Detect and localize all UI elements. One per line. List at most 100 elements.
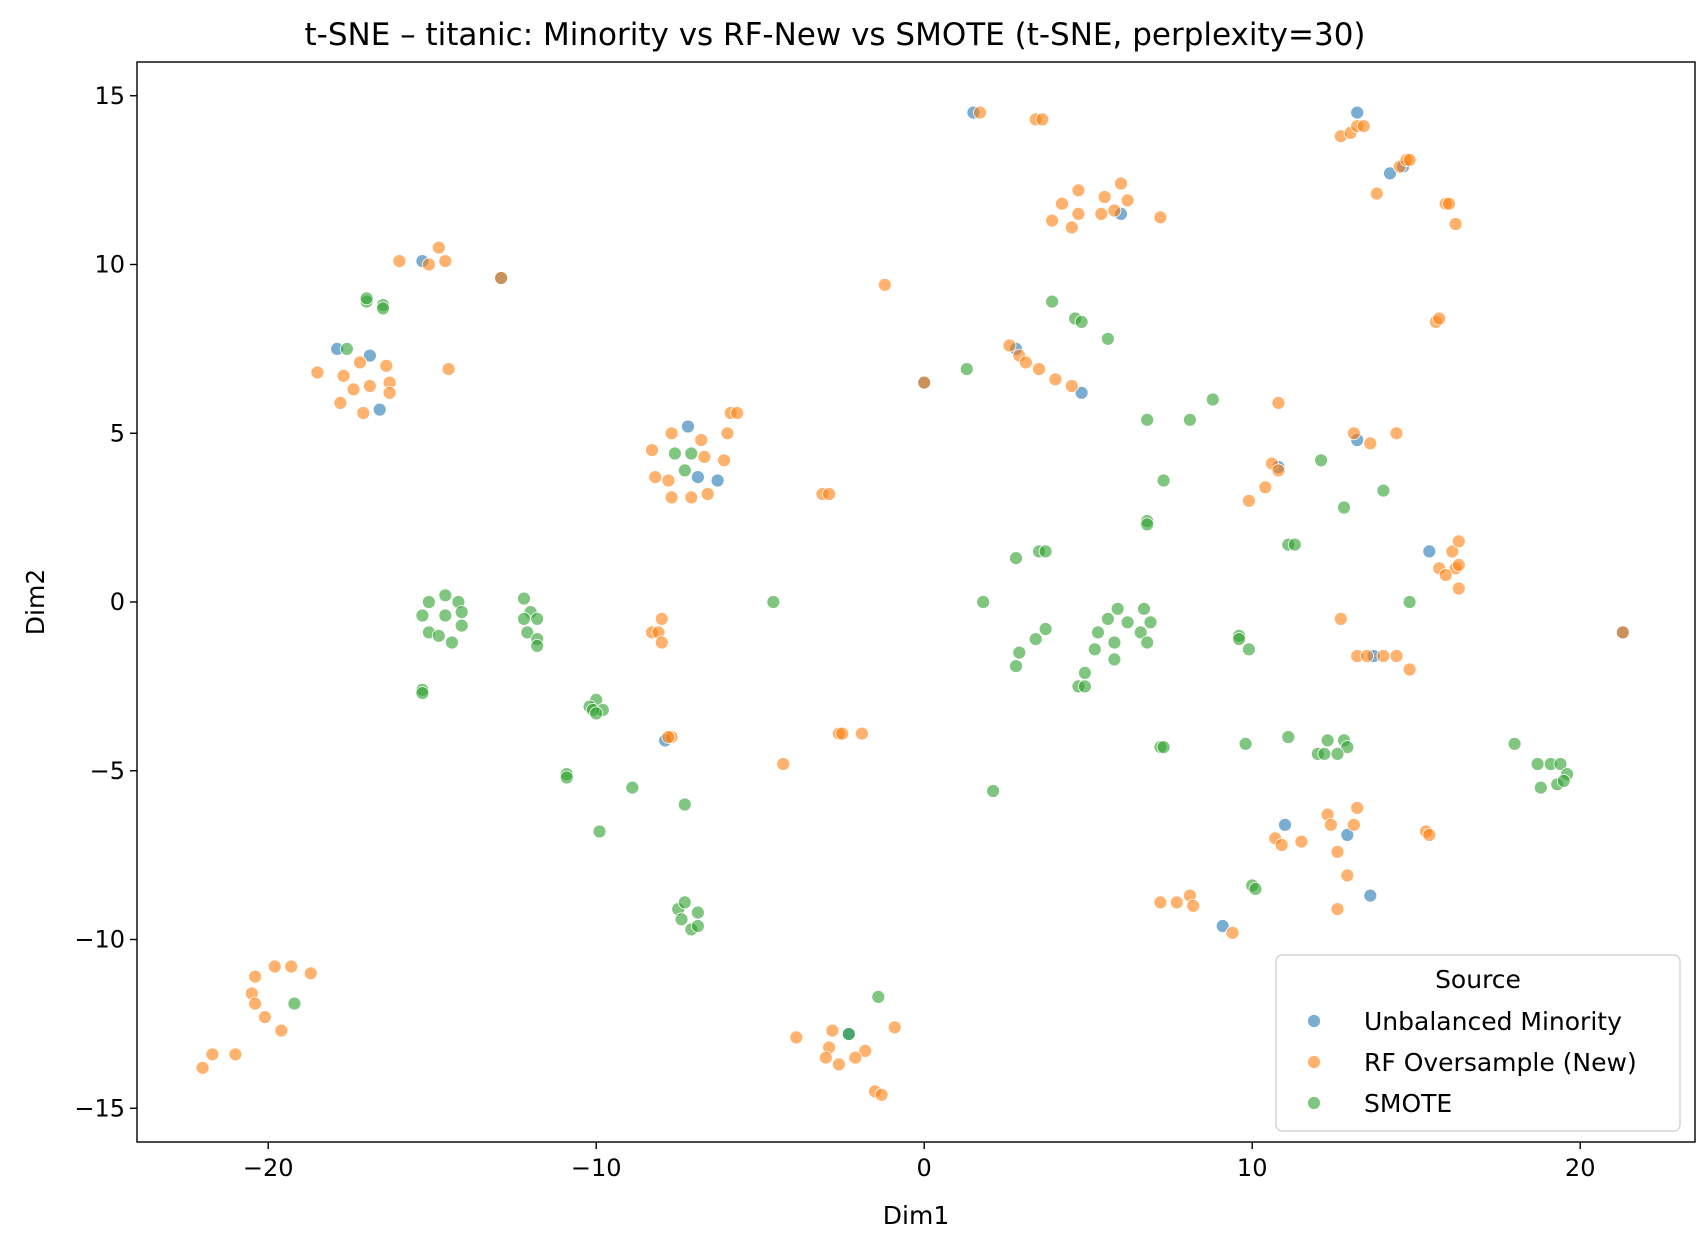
data-point [1402,595,1417,609]
data-point [694,433,709,447]
data-point [917,375,932,390]
data-point [1317,747,1332,761]
data-point [1038,622,1053,636]
data-point [421,595,436,609]
data-point [1330,747,1345,761]
x-tick-label: 0 [917,1154,932,1182]
data-point [1422,544,1437,559]
data-point [1556,774,1571,788]
data-point [1356,119,1371,133]
data-point [818,1050,833,1065]
data-point [454,605,469,619]
data-point [661,473,676,488]
data-point [625,780,640,795]
data-point [1097,190,1112,204]
data-point [336,368,351,383]
data-point [1389,426,1404,441]
data-point [789,1030,804,1045]
data-point [691,905,705,920]
data-point [1071,206,1086,221]
data-point [717,453,731,468]
data-point [1074,385,1089,400]
data-point [1287,537,1302,552]
data-point [228,1047,243,1062]
data-point [1137,601,1151,616]
data-point [356,406,371,420]
y-tick-label: −15 [74,1094,125,1122]
data-point [530,639,545,653]
data-point [494,271,509,285]
data-point [1451,534,1466,549]
data-point [1347,426,1361,441]
data-point [835,726,850,741]
data-point [1074,314,1089,329]
data-point [1553,757,1568,771]
data-point [592,824,607,839]
y-tick-label: −10 [74,926,125,954]
data-point [1340,868,1355,883]
data-point [1248,882,1263,896]
data-point [517,612,531,626]
data-point [1120,615,1135,630]
data-point [1156,740,1171,754]
data-point [1363,436,1378,451]
data-point [1120,193,1135,208]
data-point [284,959,299,974]
y-tick-label: 0 [110,588,125,616]
data-point [1009,659,1023,673]
series-2 [287,291,1574,1041]
legend-entry-label: Unbalanced Minority [1364,1007,1622,1036]
data-point [1258,480,1273,495]
legend-marker [1307,1096,1321,1110]
data-point [871,990,886,1004]
data-point [530,612,545,626]
data-point [1350,801,1365,815]
data-point [441,362,456,377]
data-point [858,1044,873,1058]
data-point [1376,483,1391,498]
data-point [257,1010,272,1024]
data-point [648,470,663,485]
data-point [1101,612,1115,626]
data-point [431,240,446,255]
data-point [1432,311,1447,326]
data-point [674,912,689,927]
data-point [1232,632,1246,646]
data-point [1376,649,1391,663]
data-point [1205,392,1220,407]
data-point [1055,196,1069,211]
data-point [1324,817,1338,832]
data-point [1438,568,1453,582]
data-point [681,419,695,434]
data-point [1278,817,1292,832]
data-point [1107,635,1122,650]
data-point [677,895,692,910]
data-point [710,473,725,488]
data-point [1442,196,1456,211]
y-tick-label: −5 [90,757,125,785]
data-point [1169,895,1184,910]
data-point [661,730,676,744]
y-tick-label: 15 [94,82,125,110]
data-point [1019,355,1033,370]
data-point [1064,220,1079,235]
data-point [248,996,263,1011]
data-point [1445,544,1460,559]
data-point [1225,925,1240,940]
data-point [1369,186,1384,201]
data-point [1078,679,1092,694]
data-point [1402,152,1417,167]
data-point [1360,649,1374,663]
data-point [691,470,705,485]
data-point [346,382,361,397]
data-point [973,105,987,120]
data-point [438,588,453,603]
legend-entry-label: SMOTE [1364,1089,1452,1118]
data-point [1183,412,1197,427]
data-point [1340,740,1355,754]
data-point [654,612,669,626]
data-point [1107,203,1122,218]
data-point [195,1060,210,1075]
x-tick-label: 10 [1237,1154,1268,1182]
